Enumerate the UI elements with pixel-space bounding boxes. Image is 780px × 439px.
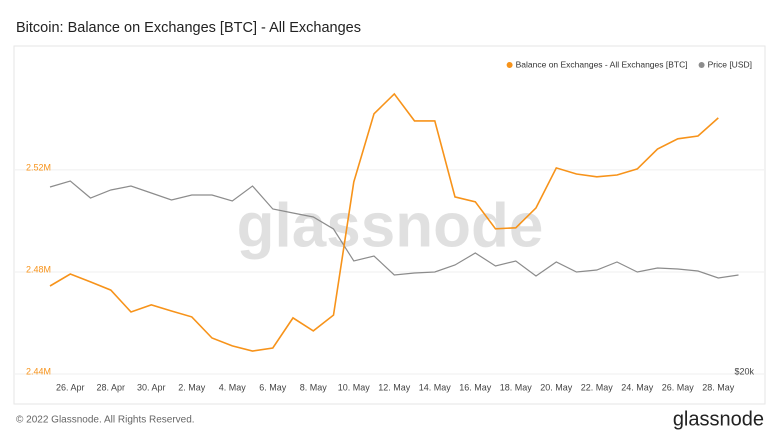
x-tick-label: 20. May [540,382,573,392]
series-line [49,92,719,352]
plot-frame [13,45,766,405]
x-tick-label: 6. May [259,382,287,392]
x-tick-label: 26. May [662,382,695,392]
logo: glassnode [673,408,764,430]
y-tick-label: 2.48M [26,264,51,274]
y-tick-label: 2.52M [26,162,51,172]
x-tick-label: 18. May [500,382,533,392]
y2-tick-label: $20k [734,366,754,376]
legend-label: Price [USD] [708,59,752,69]
legend-swatch [698,62,705,68]
x-tick-label: 14. May [419,382,452,392]
legend-swatch [506,62,513,68]
watermark: glassnode [237,191,544,260]
x-tick-label: 8. May [300,382,328,392]
x-tick-label: 4. May [219,382,247,392]
x-tick-label: 12. May [378,382,411,392]
footer: © 2022 Glassnode. All Rights Reserved. [16,415,195,426]
series-line [49,180,739,279]
x-tick-label: 22. May [581,382,614,392]
x-tick-label: 30. Apr [137,382,166,392]
x-tick-label: 2. May [178,382,206,392]
x-tick-label: 28. May [702,382,735,392]
x-tick-label: 26. Apr [56,382,85,392]
x-tick-label: 24. May [621,382,654,392]
chart-title: Bitcoin: Balance on Exchanges [BTC] - Al… [16,20,361,36]
y-tick-label: 2.44M [26,366,51,376]
legend-label: Balance on Exchanges - All Exchanges [BT… [516,59,688,69]
x-tick-label: 28. Apr [96,382,125,392]
x-tick-label: 10. May [338,382,371,392]
x-tick-label: 16. May [459,382,492,392]
